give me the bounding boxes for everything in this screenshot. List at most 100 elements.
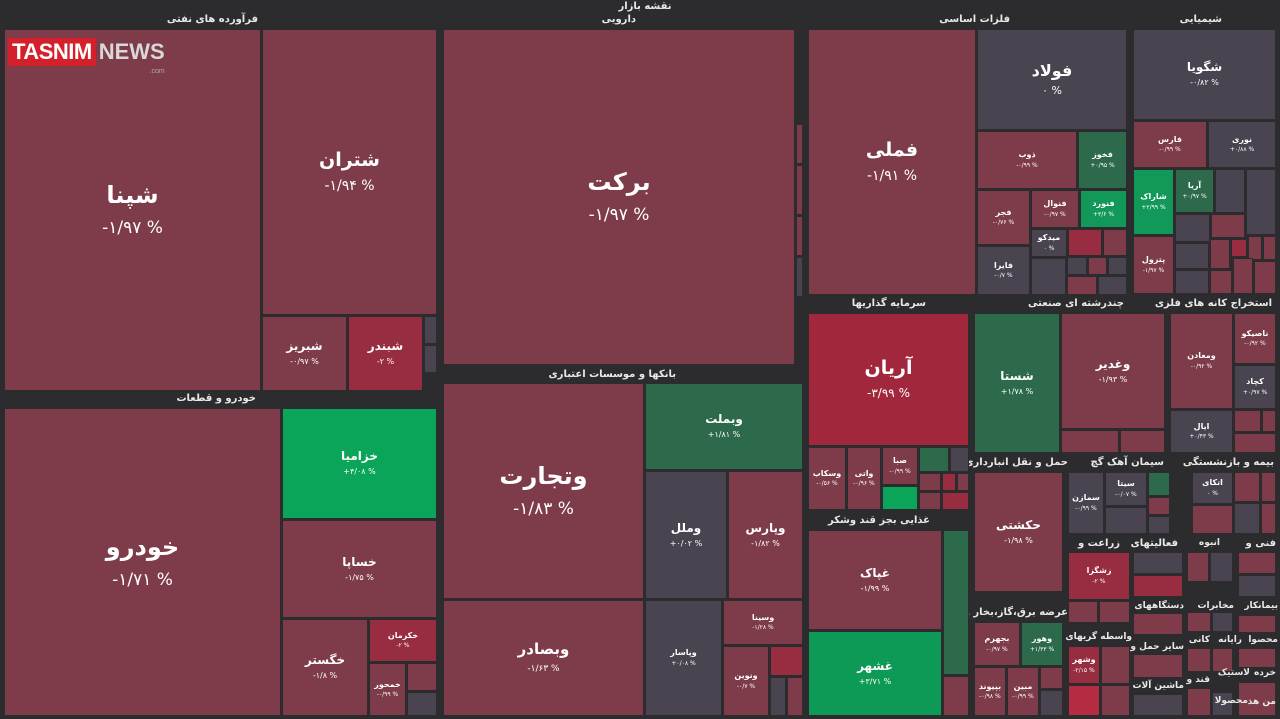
stock-tile[interactable] [943,676,969,716]
stock-tile[interactable] [1068,229,1102,256]
stock-tile[interactable] [1234,433,1276,453]
stock-tile[interactable]: سمازن % ۰/۹۹- [1068,472,1104,534]
stock-tile[interactable] [1238,682,1276,716]
stock-tile[interactable]: شاراک % ۲/۹۹+ [1133,169,1174,235]
stock-tile[interactable] [1210,270,1232,294]
stock-tile[interactable]: ومعادن % ۰/۹۲- [1170,313,1233,409]
stock-tile[interactable] [919,447,949,472]
stock-tile[interactable] [1133,654,1183,678]
stock-tile[interactable]: فجر % ۰/۷۶- [977,190,1030,245]
stock-tile[interactable] [1067,257,1087,275]
stock-tile[interactable]: وسینا % ۱/۲۸- [723,600,803,645]
stock-tile[interactable] [1133,552,1183,574]
stock-tile[interactable] [1261,503,1276,534]
stock-tile[interactable]: خودرو % ۱/۷۱- [4,408,281,716]
stock-tile[interactable] [1211,214,1245,238]
stock-tile[interactable] [1238,575,1276,597]
stock-tile[interactable] [1238,615,1276,633]
stock-tile[interactable] [1105,507,1147,534]
stock-tile[interactable]: وسکاب % ۰/۵۶- [808,447,846,510]
stock-tile[interactable]: صبا % ۰/۹۹- [882,447,918,485]
stock-tile[interactable] [1238,648,1276,668]
stock-tile[interactable] [1175,270,1209,294]
stock-tile[interactable]: آریا % ۰/۹۷+ [1175,169,1214,213]
stock-tile[interactable] [1210,239,1230,269]
stock-tile[interactable] [1234,410,1261,432]
stock-tile[interactable]: شبریز % ۰/۹۷- [262,316,347,391]
stock-tile[interactable] [1068,601,1098,623]
stock-tile[interactable] [1187,612,1211,632]
stock-tile[interactable] [1187,552,1209,582]
stock-tile[interactable] [1215,169,1245,213]
stock-tile[interactable] [950,447,969,472]
stock-tile[interactable]: فخوز % ۰/۹۵+ [1078,131,1127,189]
stock-tile[interactable] [1133,575,1183,597]
stock-tile[interactable] [919,492,941,510]
stock-tile[interactable]: حکشتی % ۱/۹۸- [974,472,1063,592]
stock-tile[interactable] [1234,472,1260,502]
stock-tile[interactable]: زشگزا % ۲- [1068,552,1130,600]
stock-tile[interactable]: وغدیر % ۱/۹۳- [1061,313,1165,429]
stock-tile[interactable] [1133,694,1183,716]
stock-tile[interactable] [1238,552,1276,574]
stock-tile[interactable] [1101,646,1130,684]
stock-tile[interactable] [1103,229,1127,256]
stock-tile[interactable]: شتران % ۱/۹۴- [262,29,437,315]
stock-tile[interactable] [407,663,437,691]
stock-tile[interactable] [1148,516,1170,534]
stock-tile[interactable] [1231,239,1247,257]
stock-tile[interactable] [787,677,803,716]
stock-tile[interactable]: وملل % ۰/۰۲+ [645,471,727,599]
stock-tile[interactable] [1246,169,1276,235]
stock-tile[interactable] [882,486,918,510]
stock-tile[interactable] [1234,503,1260,534]
stock-tile[interactable] [770,646,803,676]
stock-tile[interactable]: خمحور % ۰/۹۹- [369,663,406,716]
stock-tile[interactable]: خساپا % ۱/۷۵- [282,520,437,618]
stock-tile[interactable]: آریان % ۳/۹۹- [808,313,969,446]
stock-tile[interactable]: فارس % ۰/۹۹- [1133,121,1207,168]
stock-tile[interactable]: فملی % ۱/۹۱- [808,29,976,295]
stock-tile[interactable] [942,473,956,491]
stock-tile[interactable]: شستا % ۱/۷۸+ [974,313,1060,453]
stock-tile[interactable] [1187,648,1211,672]
stock-tile[interactable]: شگویا % ۰/۸۲- [1133,29,1276,120]
stock-tile[interactable]: مبین % ۰/۹۹- [1007,667,1039,716]
stock-tile[interactable]: ونوین % ۰/۷- [723,646,769,716]
stock-tile[interactable]: فایرا % ۰/۷- [977,246,1030,295]
stock-tile[interactable] [1175,243,1209,269]
stock-tile[interactable]: ایال % ۰/۴۳+ [1170,410,1233,453]
stock-tile[interactable]: کچاد % ۰/۹۷+ [1234,365,1276,409]
stock-tile[interactable]: ناصیکو % ۰/۹۲- [1234,313,1276,364]
stock-tile[interactable] [957,473,969,491]
stock-tile[interactable] [1212,692,1233,716]
stock-tile[interactable] [1068,685,1100,716]
stock-tile[interactable] [796,124,803,164]
stock-tile[interactable]: بپیوند % ۰/۹۸- [974,667,1006,716]
stock-tile[interactable] [1261,472,1276,502]
stock-tile[interactable]: غپاک % ۱/۹۹- [808,530,942,630]
stock-tile[interactable] [796,165,803,215]
stock-tile[interactable] [1148,472,1170,496]
stock-tile[interactable] [1248,236,1262,260]
stock-tile[interactable]: وبصادر % ۱/۶۳- [443,600,644,716]
stock-tile[interactable] [919,473,941,491]
stock-tile[interactable] [424,345,437,373]
stock-tile[interactable] [1212,648,1233,672]
stock-tile[interactable] [1210,552,1233,582]
stock-tile[interactable]: شبندر % ۲- [348,316,423,391]
stock-tile[interactable] [796,257,803,297]
stock-tile[interactable]: وپارس % ۱/۸۲- [728,471,803,599]
stock-tile[interactable]: میدکو % ۰ [1031,229,1067,257]
stock-tile[interactable]: خکرمان % ۲- [369,619,437,662]
stock-tile[interactable] [1254,261,1276,294]
stock-tile[interactable] [1262,410,1276,432]
stock-tile[interactable] [1187,688,1211,716]
stock-tile[interactable]: برکت % ۱/۹۷- [443,29,795,365]
stock-tile[interactable]: غشهر % ۳/۷۱+ [808,631,942,716]
stock-tile[interactable] [1148,497,1170,515]
stock-tile[interactable] [943,530,969,675]
stock-tile[interactable] [1099,601,1130,623]
stock-tile[interactable] [1108,257,1127,275]
stock-tile[interactable] [407,692,437,716]
